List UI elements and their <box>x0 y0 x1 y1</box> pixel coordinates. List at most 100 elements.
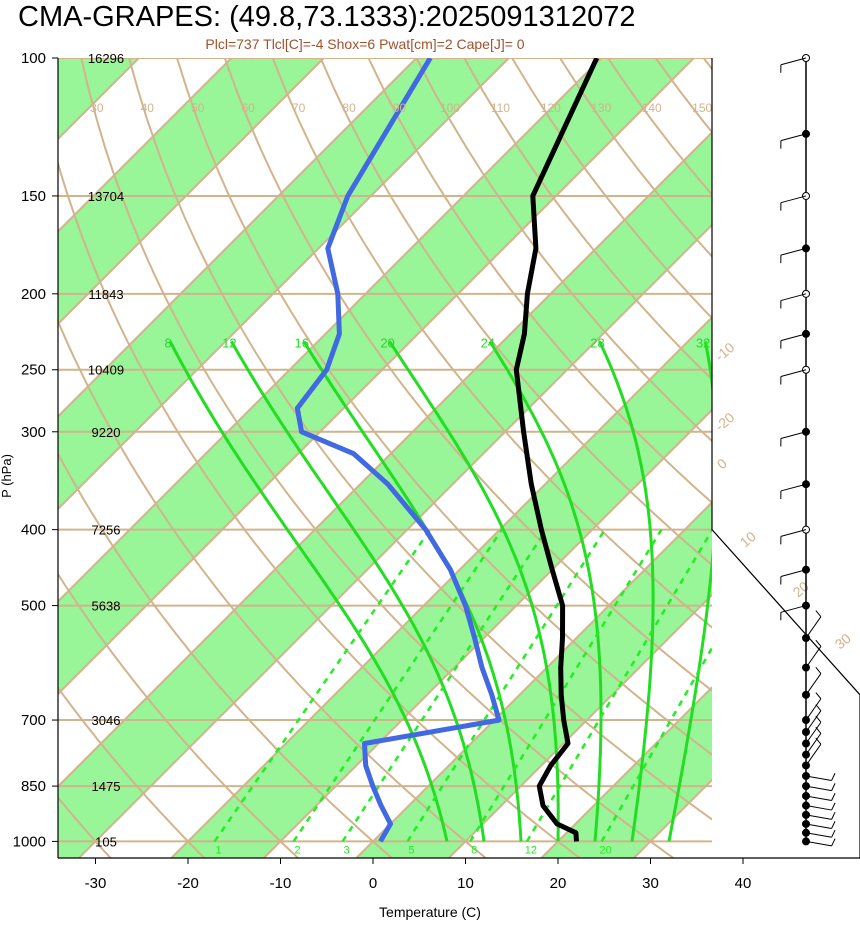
height-label: 7256 <box>92 523 121 538</box>
mixing-ratio-label: 2 <box>295 844 301 856</box>
dry-adiabat-label: 70 <box>292 101 306 115</box>
mixing-ratio-label: 3 <box>344 844 350 856</box>
dry-adiabat-label: 80 <box>342 101 356 115</box>
wind-barb <box>781 432 806 439</box>
wind-barb <box>806 796 832 801</box>
isotherm-label: 30 <box>832 630 854 652</box>
x-axis-label: Temperature (C) <box>379 904 481 920</box>
y-tick-label: 850 <box>21 778 46 795</box>
dry-adiabat-label: 100 <box>440 101 460 115</box>
wind-barb <box>781 134 806 141</box>
wind-barb-flag <box>816 611 821 617</box>
wind-barb <box>781 334 806 341</box>
dry-adiabat-label: 60 <box>242 101 256 115</box>
mixing-ratio-label: 8 <box>471 844 477 856</box>
y-tick-label: 200 <box>21 286 46 303</box>
chart-title: CMA-GRAPES: (49.8,73.1333):2025091312072 <box>18 1 635 33</box>
y-tick-label: 150 <box>21 188 46 205</box>
isotherm-label: 10 <box>737 528 759 550</box>
wind-barb <box>806 646 821 667</box>
wind-barb <box>781 530 806 537</box>
moist-adiabat-label: 16 <box>295 335 309 350</box>
x-tick-label: 40 <box>735 875 752 892</box>
x-tick-label: 0 <box>369 875 377 892</box>
mixing-ratio-label: 5 <box>408 844 414 856</box>
height-label: 9220 <box>92 425 121 440</box>
height-label: 13704 <box>88 189 124 204</box>
y-axis-label: P (hPa) <box>0 454 14 498</box>
wind-barb-flag <box>816 667 821 673</box>
mixing-ratio-label: 1 <box>215 844 221 856</box>
wind-barb <box>806 815 832 820</box>
height-label: 105 <box>95 834 117 849</box>
wind-barb <box>781 570 806 577</box>
x-tick-label: 20 <box>550 875 567 892</box>
y-tick-label: 700 <box>21 712 46 729</box>
mixing-ratio-label: 20 <box>600 844 612 856</box>
wind-barb <box>806 841 832 846</box>
wind-barb-flag <box>816 693 821 699</box>
height-label: 3046 <box>92 713 121 728</box>
wind-barb <box>806 786 832 791</box>
x-tick-label: -30 <box>85 875 107 892</box>
isotherm <box>726 58 860 858</box>
height-label: 5638 <box>92 599 121 614</box>
dry-adiabat-label: 30 <box>90 101 104 115</box>
wind-barb <box>781 58 806 65</box>
moist-adiabat-label: 32 <box>696 335 710 350</box>
y-tick-label: 300 <box>21 424 46 441</box>
dry-adiabat-label: 50 <box>191 101 205 115</box>
dry-adiabat <box>704 58 860 858</box>
dry-adiabat-label: 120 <box>541 101 561 115</box>
wind-barb <box>806 617 821 638</box>
dry-adiabat-label: 130 <box>591 101 611 115</box>
wind-barb <box>781 606 806 613</box>
x-tick-label: -20 <box>177 875 199 892</box>
isotherm-label: 20 <box>790 578 812 600</box>
wind-barb-flag <box>832 812 835 819</box>
y-tick-label: 500 <box>21 598 46 615</box>
moist-adiabat-label: 20 <box>380 335 394 350</box>
wind-barb <box>806 776 832 781</box>
wind-barb <box>806 674 821 695</box>
isotherm-label: -10 <box>712 339 738 364</box>
isotherm-label: -20 <box>712 409 738 434</box>
moist-adiabat-label: 8 <box>164 335 171 350</box>
wind-barb-flag <box>832 803 835 810</box>
dry-adiabat-label: 110 <box>491 101 510 115</box>
moist-adiabat-label: 12 <box>222 335 236 350</box>
isotherm-band <box>726 58 860 858</box>
wind-barb <box>781 484 806 491</box>
wind-barb-flag <box>832 793 835 800</box>
wind-barb <box>781 370 806 377</box>
height-label: 11843 <box>88 287 123 302</box>
y-tick-label: 1000 <box>13 833 46 850</box>
chart-subtitle: Plcl=737 Tlcl[C]=-4 Shox=6 Pwat[cm]=2 Ca… <box>205 36 524 52</box>
wind-barb <box>781 294 806 301</box>
wind-barb <box>781 196 806 203</box>
wind-barb <box>781 248 806 255</box>
wind-barb-flag <box>832 773 835 780</box>
height-label: 1475 <box>92 779 121 794</box>
wind-barb-flag <box>816 640 821 646</box>
frame-right <box>712 58 860 858</box>
y-tick-label: 250 <box>21 362 46 379</box>
moist-adiabat-label: 28 <box>590 335 604 350</box>
wind-barb <box>806 699 821 720</box>
dry-adiabat-label: 40 <box>141 101 155 115</box>
wind-barb-flag <box>832 830 835 837</box>
wind-barb-flag <box>832 783 835 790</box>
plot-area <box>0 58 860 858</box>
x-tick-label: -10 <box>270 875 292 892</box>
y-tick-label: 400 <box>21 522 46 539</box>
wind-barb-flag <box>832 839 835 846</box>
isotherm-label: 0 <box>714 455 730 472</box>
isotherm <box>819 58 860 858</box>
dry-adiabat-label: 140 <box>642 101 662 115</box>
x-tick-label: 30 <box>642 875 659 892</box>
mixing-ratio-label: 12 <box>525 844 537 856</box>
wind-barb <box>806 824 832 829</box>
wind-barb-flag <box>832 821 835 828</box>
